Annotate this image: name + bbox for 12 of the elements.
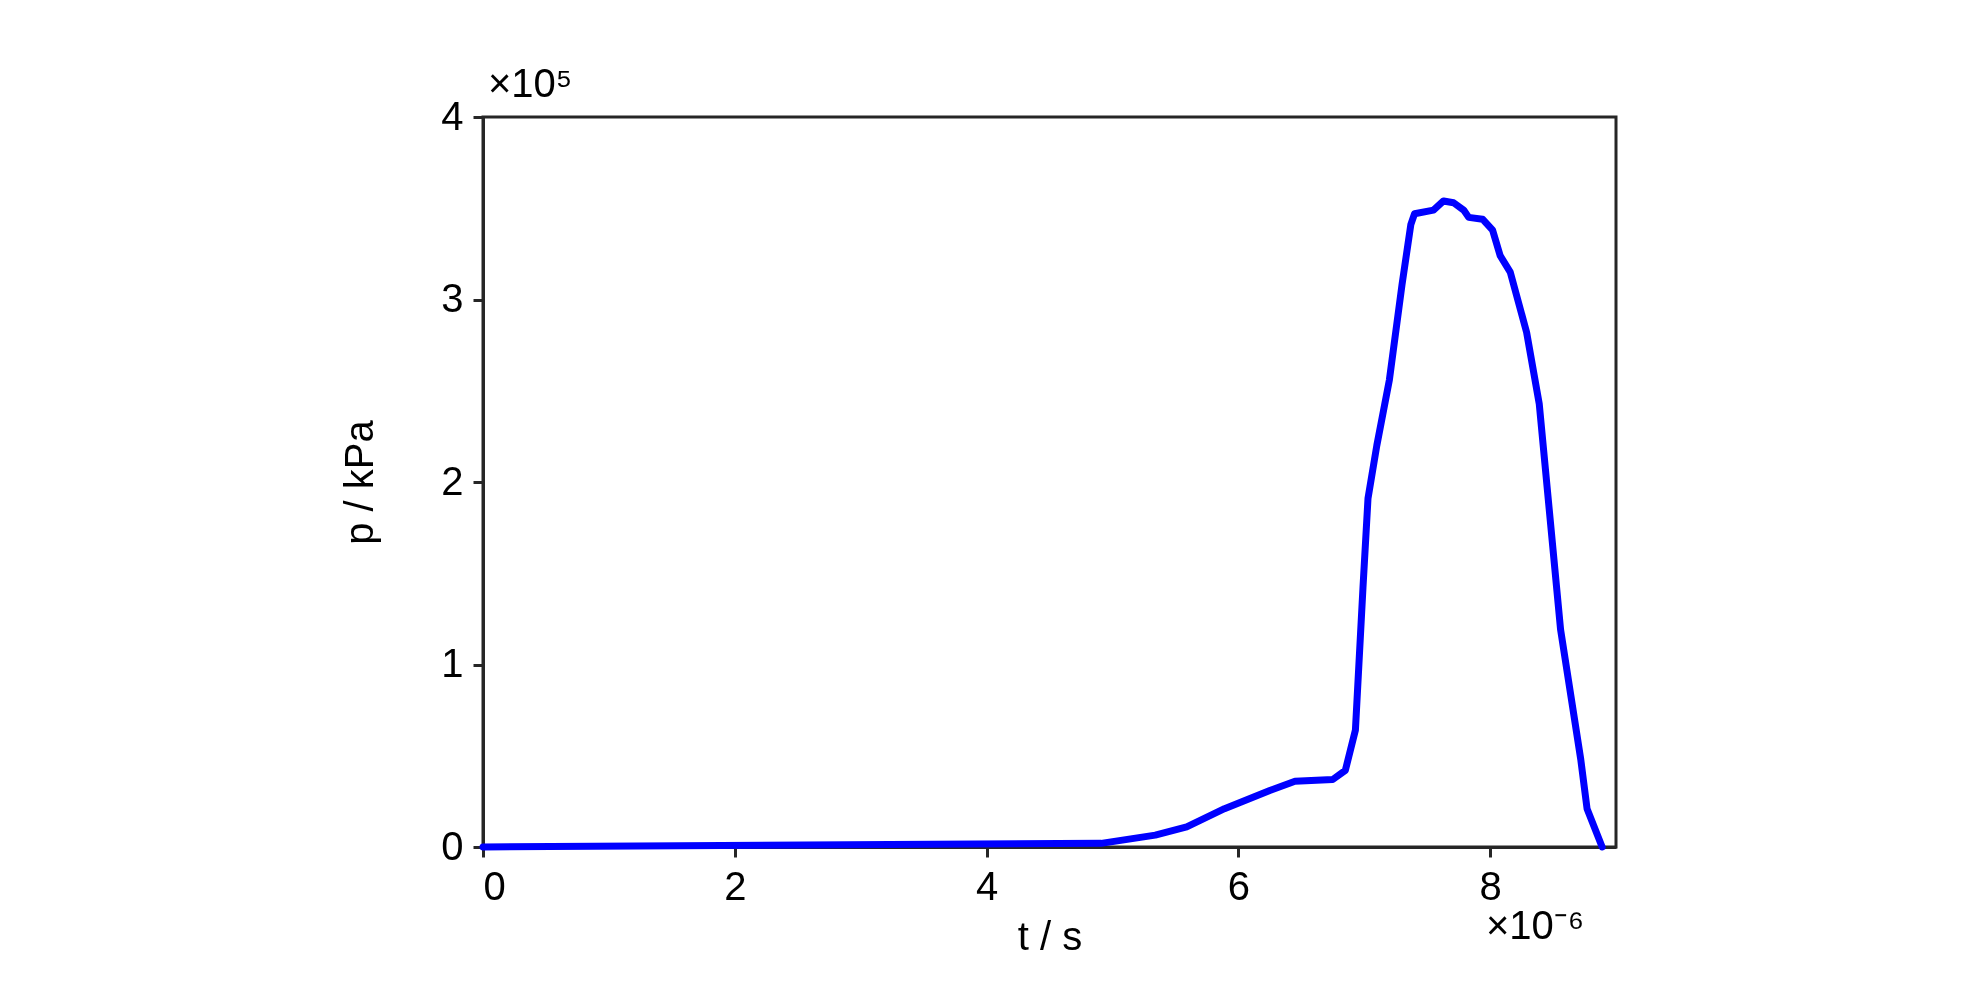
y-tick-label: 1 xyxy=(441,641,464,685)
x-tick-label: 4 xyxy=(975,863,999,908)
y-tick-label: 3 xyxy=(441,276,464,320)
y-tick-label: 2 xyxy=(441,458,464,503)
x-tick-label: 6 xyxy=(1227,863,1250,908)
y-tick-label: 4 xyxy=(441,93,464,138)
x-axis-title: t / s xyxy=(1017,913,1083,958)
y-tick-label: 0 xyxy=(441,823,464,868)
y-axis-title: p / kPa xyxy=(337,419,382,545)
x-tick-label: 0 xyxy=(483,863,506,908)
x-tick-label: 2 xyxy=(724,863,747,908)
text: ×10⁵ xyxy=(488,61,573,105)
